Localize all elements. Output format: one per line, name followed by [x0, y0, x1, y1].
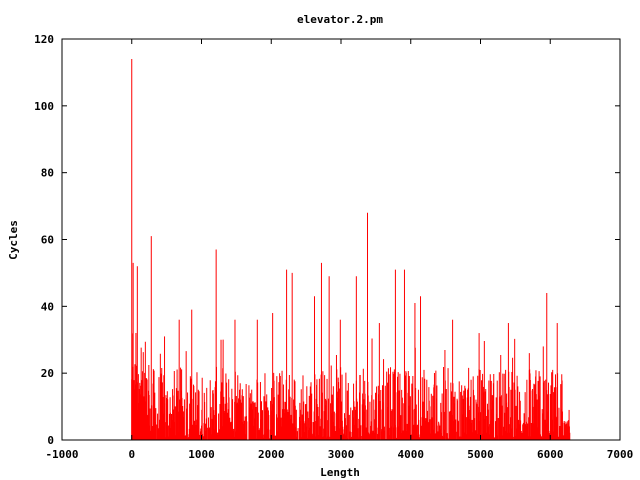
x-tick-label: 1000	[188, 448, 215, 461]
x-axis-label: Length	[320, 466, 360, 479]
bars-group	[131, 59, 571, 440]
x-tick-label: 5000	[467, 448, 494, 461]
y-tick-label: 60	[41, 234, 54, 247]
x-tick-label: 0	[128, 448, 135, 461]
y-tick-label: 20	[41, 367, 54, 380]
x-tick-label: 7000	[607, 448, 634, 461]
y-tick-label: 100	[34, 100, 54, 113]
x-axis: -1000 0 1000 2000 3000 4000 5000 6000 7000	[45, 39, 633, 461]
x-tick-label: 6000	[537, 448, 564, 461]
x-tick-label: 4000	[398, 448, 425, 461]
y-tick-label: 80	[41, 167, 54, 180]
y-axis-label: Cycles	[7, 220, 20, 260]
y-tick-label: 120	[34, 33, 54, 46]
y-tick-label: 40	[41, 300, 54, 313]
x-tick-label: 3000	[328, 448, 355, 461]
x-tick-label: 2000	[258, 448, 285, 461]
x-tick-label: -1000	[45, 448, 78, 461]
histogram-bars	[131, 333, 571, 440]
chart-title: elevator.2.pm	[297, 13, 383, 26]
y-axis: 0 20 40 60 80 100 120	[34, 33, 620, 447]
y-tick-label: 0	[47, 434, 54, 447]
